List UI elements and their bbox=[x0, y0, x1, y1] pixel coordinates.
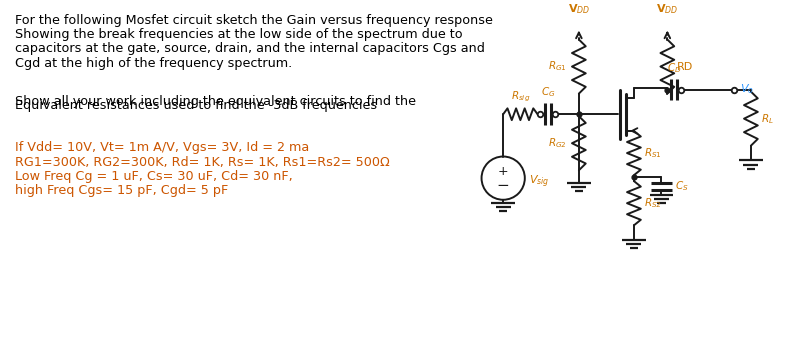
Text: Show all your work including the equivalent circuits to find the: Show all your work including the equival… bbox=[14, 95, 416, 108]
Text: $R_{G2}$: $R_{G2}$ bbox=[549, 136, 567, 150]
Text: $\mathbf{V}_{\mathit{DD}}$: $\mathbf{V}_{\mathit{DD}}$ bbox=[568, 2, 590, 16]
Text: $\mathbf{V}_{\mathit{DD}}$: $\mathbf{V}_{\mathit{DD}}$ bbox=[656, 2, 678, 16]
Text: $R_{S1}$: $R_{S1}$ bbox=[644, 146, 661, 160]
Text: $R_{S2}$: $R_{S2}$ bbox=[644, 196, 661, 210]
Text: RG1=300K, RG2=300K, Rd= 1K, Rs= 1K, Rs1=Rs2= 500Ω: RG1=300K, RG2=300K, Rd= 1K, Rs= 1K, Rs1=… bbox=[14, 156, 390, 168]
Text: high Freq Cgs= 15 pF, Cgd= 5 pF: high Freq Cgs= 15 pF, Cgd= 5 pF bbox=[14, 184, 228, 197]
Text: Showing the break frequencies at the low side of the spectrum due to: Showing the break frequencies at the low… bbox=[14, 28, 462, 41]
Text: For the following Mosfet circuit sketch the Gain versus frequency response: For the following Mosfet circuit sketch … bbox=[14, 14, 492, 27]
Text: $R_{\mathit{sig}}$: $R_{\mathit{sig}}$ bbox=[510, 90, 530, 104]
Text: $V_{\mathit{sig}}$: $V_{\mathit{sig}}$ bbox=[529, 174, 549, 190]
Text: Low Freq Cg = 1 uF, Cs= 30 uF, Cd= 30 nF,: Low Freq Cg = 1 uF, Cs= 30 uF, Cd= 30 nF… bbox=[14, 170, 293, 183]
Text: $C_G$: $C_G$ bbox=[541, 85, 556, 99]
Text: capacitors at the gate, source, drain, and the internal capacitors Cgs and: capacitors at the gate, source, drain, a… bbox=[14, 42, 484, 55]
Text: Cgd at the high of the frequency spectrum.: Cgd at the high of the frequency spectru… bbox=[14, 57, 292, 70]
Text: Equivalent resistances used to find the -3dB frequencies: Equivalent resistances used to find the … bbox=[14, 99, 377, 112]
Text: If Vdd= 10V, Vt= 1m A/V, Vgs= 3V, Id = 2 ma: If Vdd= 10V, Vt= 1m A/V, Vgs= 3V, Id = 2… bbox=[14, 141, 308, 154]
Text: $R_L$: $R_L$ bbox=[761, 112, 774, 126]
Text: RD: RD bbox=[677, 62, 693, 72]
Text: −: − bbox=[497, 179, 510, 193]
Text: $C_S$: $C_S$ bbox=[675, 180, 688, 193]
Text: $V_o$: $V_o$ bbox=[740, 82, 754, 95]
Text: $C_D$: $C_D$ bbox=[667, 61, 681, 75]
Text: +: + bbox=[498, 165, 509, 178]
Text: $R_{G1}$: $R_{G1}$ bbox=[549, 60, 567, 73]
